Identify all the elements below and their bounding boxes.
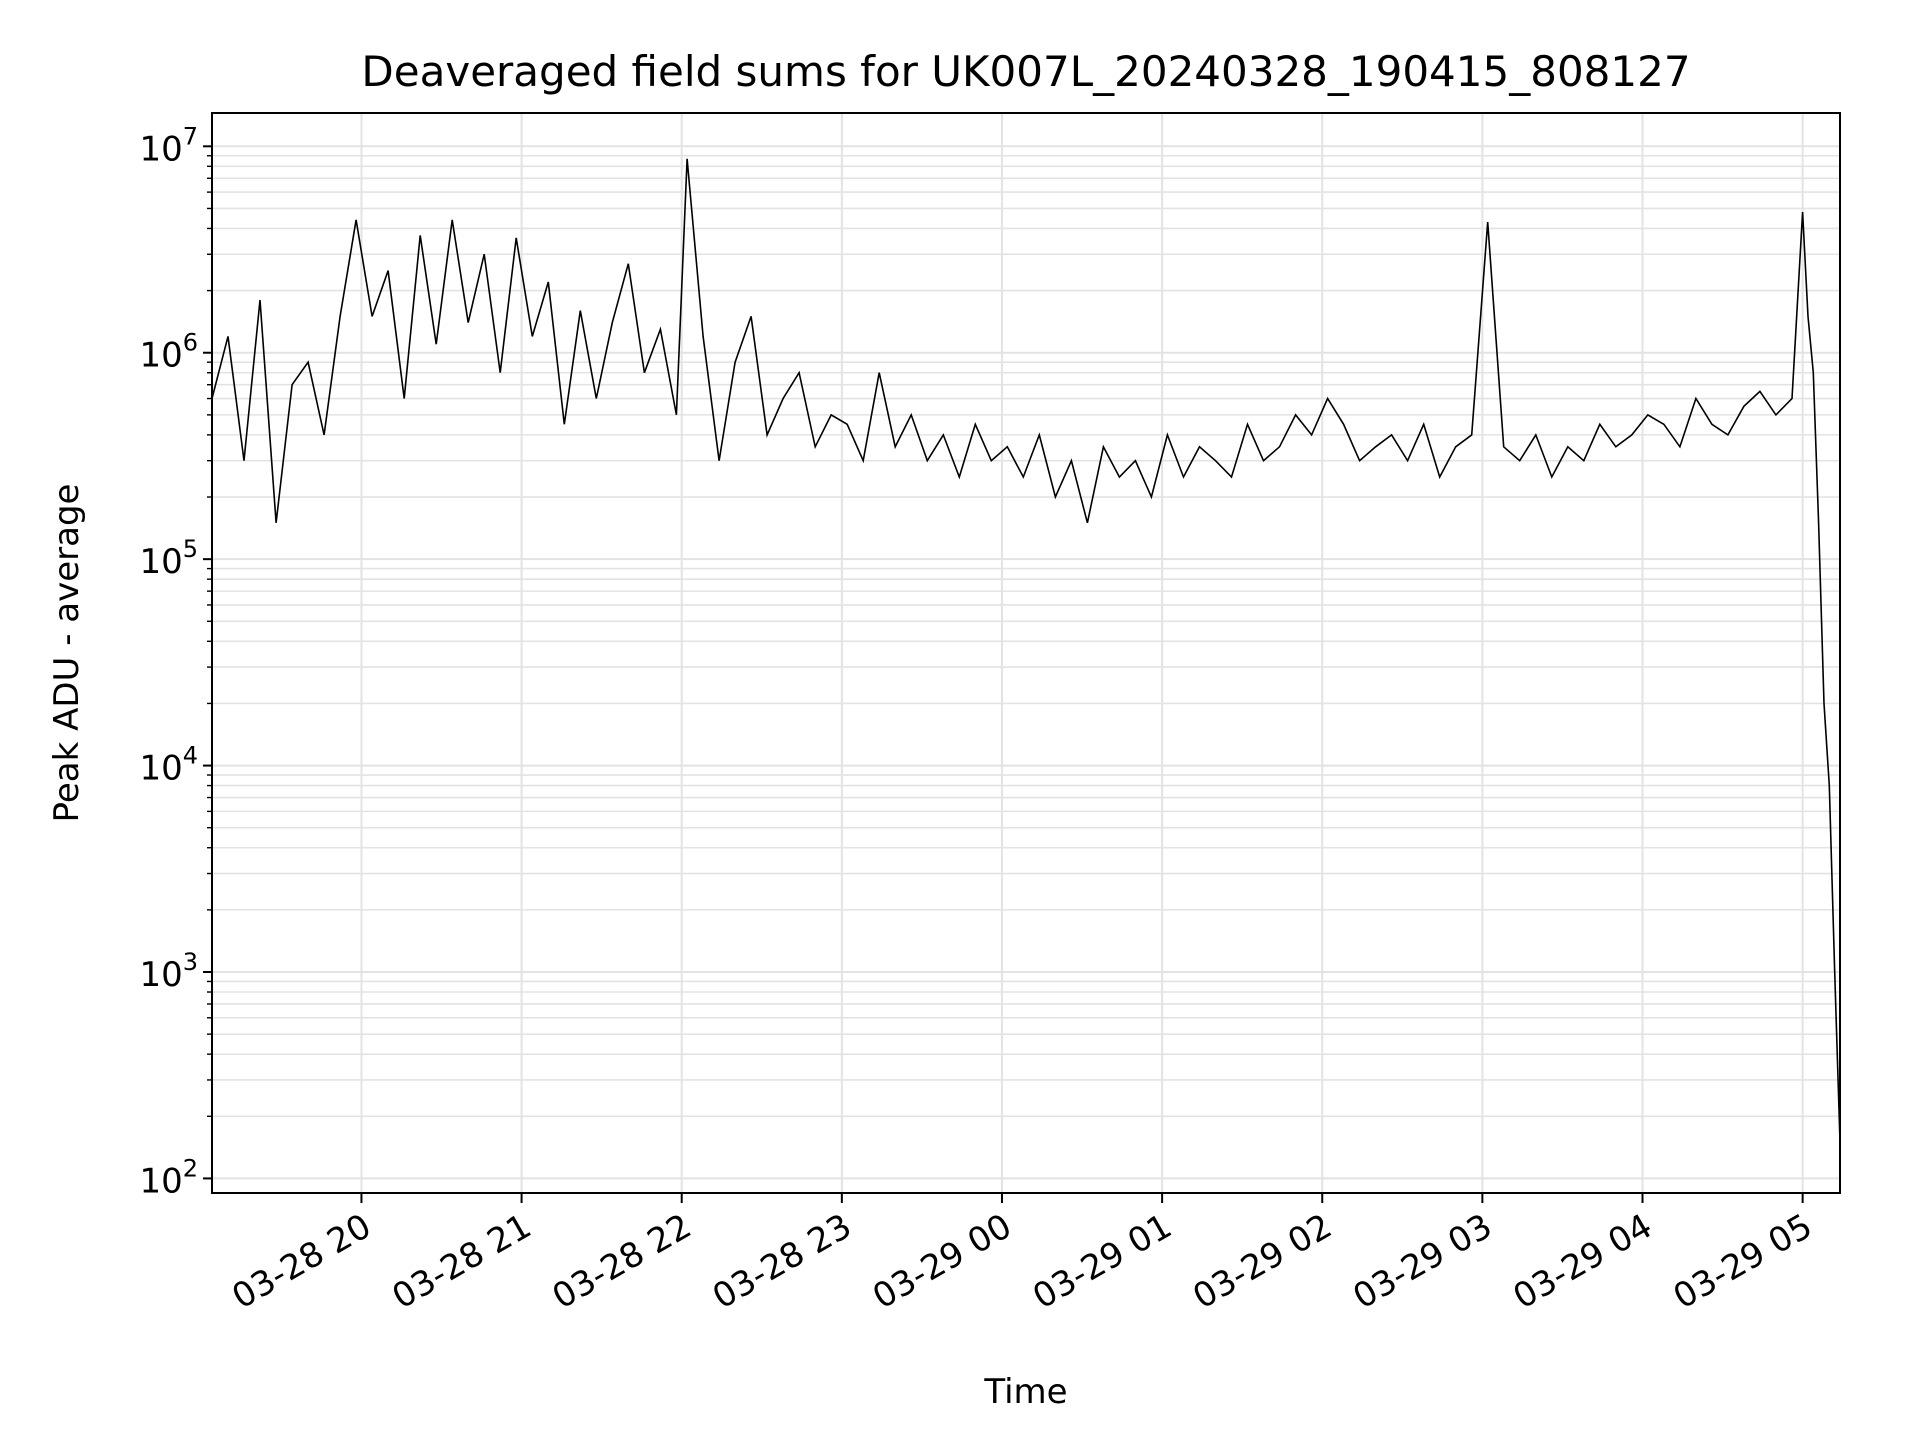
y-tick-label: 104: [139, 742, 198, 789]
series-group: [211, 158, 1841, 1143]
y-tick-label: 107: [139, 122, 198, 169]
y-tick-label: 105: [139, 535, 198, 582]
series-line: [211, 158, 1841, 1143]
plot-frame: [211, 112, 1841, 1194]
grid: [212, 113, 1840, 1193]
y-axis: 102 103 104 105 106 107: [139, 122, 212, 1201]
y-tick-label: 102: [139, 1154, 198, 1201]
chart-title: Deaveraged field sums for UK007L_2024032…: [361, 47, 1690, 96]
y-axis-label: Peak ADU - average: [47, 484, 87, 823]
y-tick-label: 106: [139, 329, 198, 376]
x-axis-label: Time: [983, 1372, 1067, 1412]
y-tick-label: 103: [139, 948, 198, 995]
